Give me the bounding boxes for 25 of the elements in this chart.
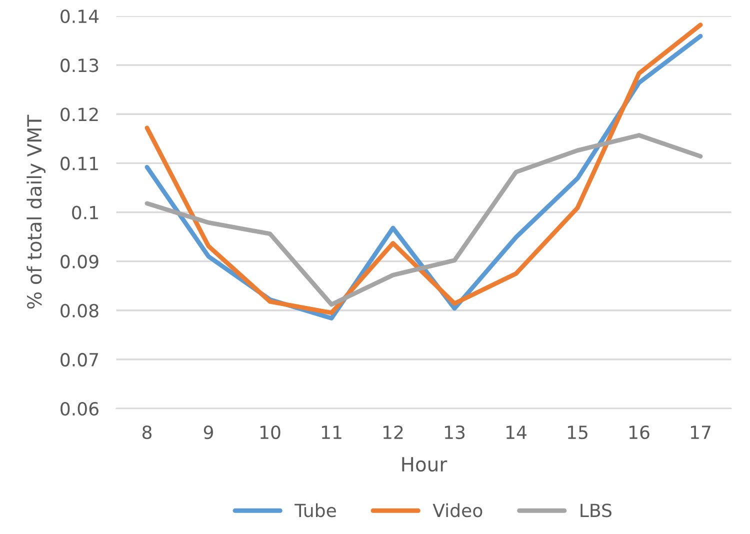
legend-label: Video: [432, 503, 482, 518]
y-tick-label: 0.14: [60, 9, 99, 24]
y-tick-label: 0.08: [60, 304, 98, 318]
x-tick-label: 15: [568, 426, 588, 440]
x-tick-label: 11: [322, 426, 342, 439]
y-tick-label: 0.09: [60, 254, 98, 268]
y-tick-label: 0.12: [60, 108, 98, 122]
y-tick-label: 0.11: [60, 156, 98, 170]
y-tick-label: 0.06: [60, 402, 98, 416]
x-tick-label: 14: [506, 426, 526, 439]
legend-label: LBS: [580, 504, 612, 518]
x-tick-label: 16: [629, 425, 650, 440]
x-tick-label: 13: [444, 425, 465, 440]
legend-label: Tube: [294, 503, 336, 518]
x-tick-label: 8: [142, 425, 152, 440]
y-tick-label: 0.13: [60, 58, 98, 72]
y-tick-label: 0.07: [60, 352, 98, 367]
x-axis-title: Hour: [402, 457, 448, 472]
x-tick-label: 10: [260, 425, 280, 440]
x-tick-label: 12: [383, 425, 403, 439]
y-tick-label: 0.1: [72, 206, 98, 220]
x-tick-label: 17: [690, 426, 710, 439]
y-axis-title: % of total daily VMT: [26, 114, 46, 309]
line-series: [144, 133, 703, 307]
x-tick-label: 9: [204, 425, 213, 440]
